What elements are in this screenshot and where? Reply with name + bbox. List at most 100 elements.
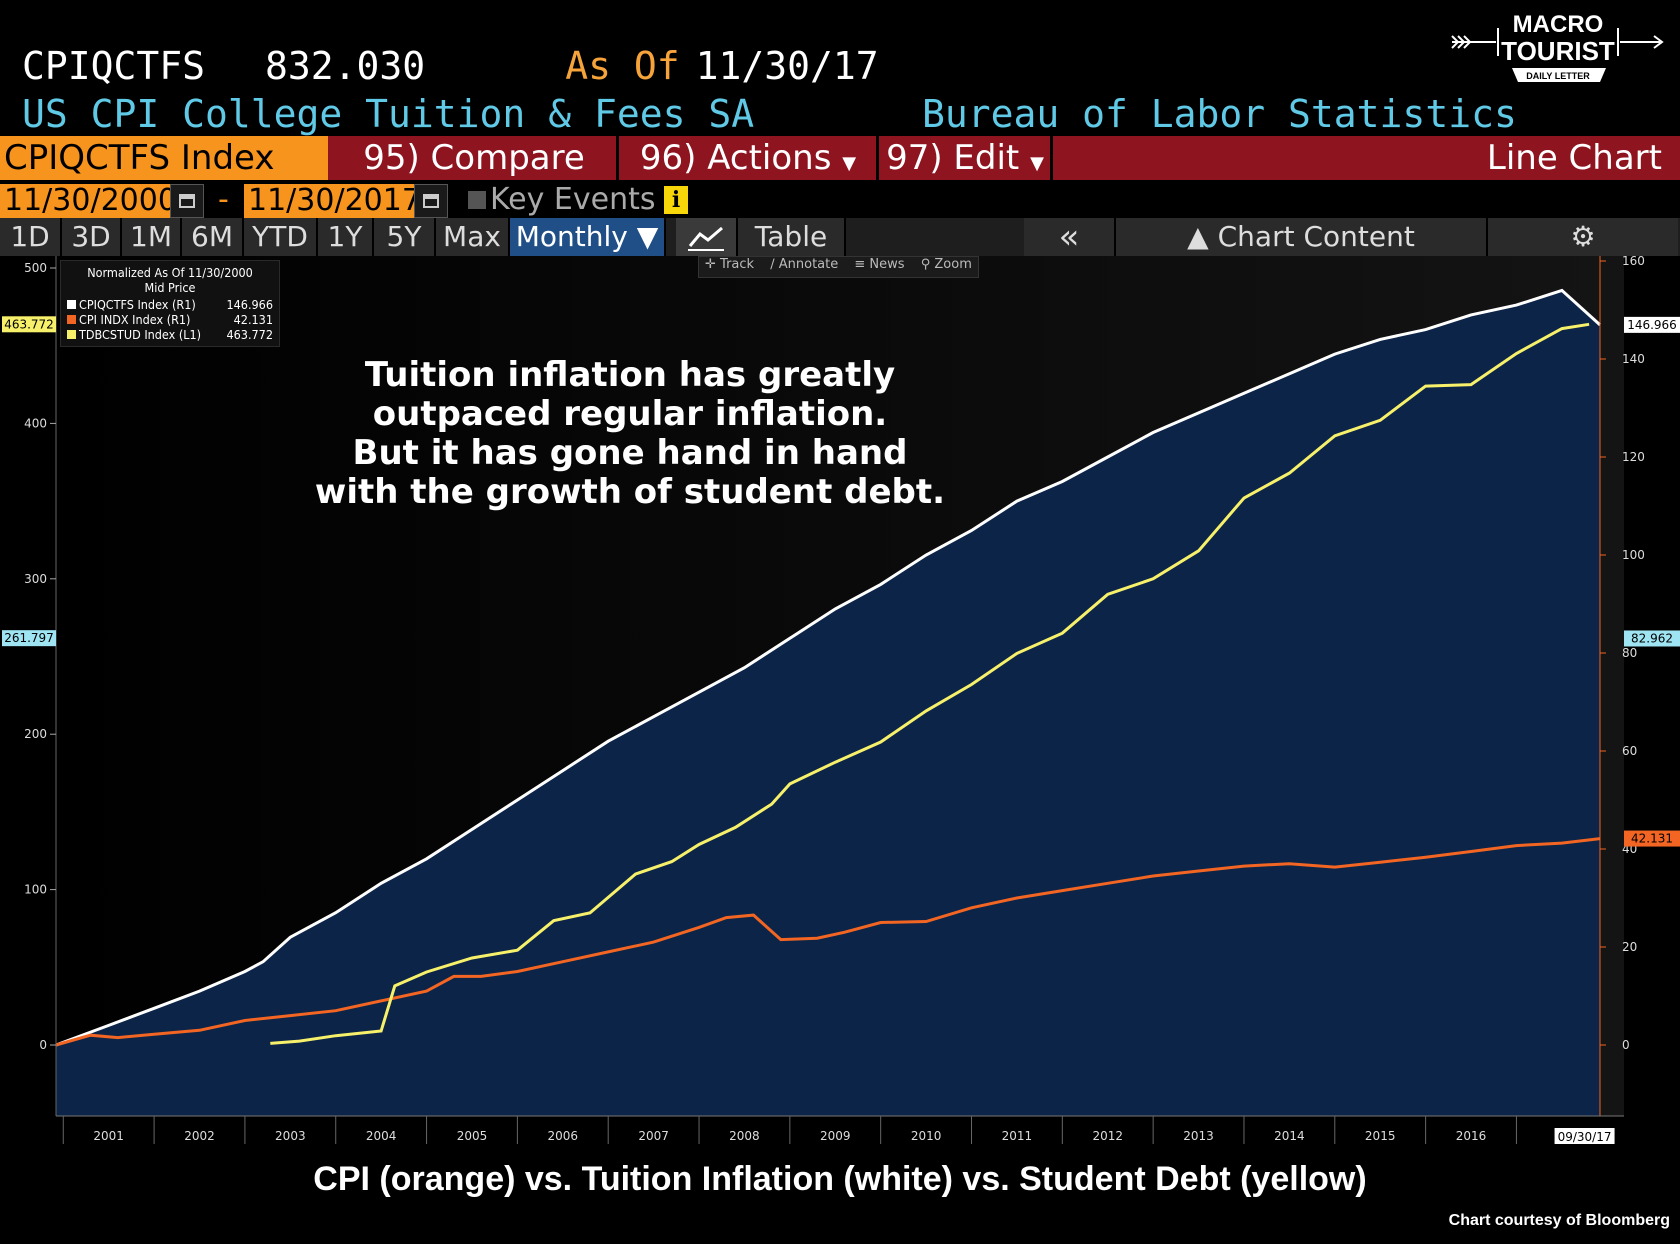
- date-separator: -: [218, 182, 229, 217]
- annotation-line: outpaced regular inflation.: [372, 394, 888, 434]
- right-value-tag: 42.131: [1631, 832, 1673, 846]
- annotation-line: with the growth of student debt.: [314, 472, 946, 512]
- legend-name: CPIQCTFS Index: [79, 297, 169, 312]
- tool-zoom-label: Zoom: [934, 257, 972, 272]
- x-tick-label: 2010: [911, 1129, 942, 1143]
- magnifier-icon: ⚲: [920, 257, 931, 272]
- right-value-tag: 82.962: [1631, 631, 1673, 645]
- right-tick-label: 60: [1622, 744, 1637, 758]
- edit-menu[interactable]: 97) Edit ▼: [880, 136, 1053, 180]
- key-events-checkbox[interactable]: [468, 191, 486, 209]
- x-tick-label: 2008: [729, 1129, 760, 1143]
- chart-legend: Normalized As Of 11/30/2000 Mid Price CP…: [60, 260, 280, 347]
- x-tick-label: 2013: [1183, 1129, 1214, 1143]
- macro-tourist-logo: MACRO TOURIST DAILY LETTER: [1451, 11, 1664, 82]
- period-max[interactable]: Max: [436, 218, 510, 256]
- frequency-select[interactable]: Monthly ▼: [510, 218, 666, 256]
- logo-line1: MACRO: [1513, 11, 1604, 38]
- x-tick-label: 2007: [638, 1129, 669, 1143]
- chart-content-icon: ▲: [1187, 220, 1209, 253]
- tool-annotate-label: Annotate: [778, 257, 839, 272]
- chart-content-button[interactable]: ▲ Chart Content: [1116, 218, 1488, 256]
- table-button[interactable]: Table: [738, 218, 846, 256]
- legend-name: CPI INDX Index: [79, 312, 164, 327]
- last-date-tag-bg: [1554, 1128, 1615, 1144]
- left-tick-label: 400: [24, 416, 47, 430]
- tool-zoom[interactable]: ⚲ Zoom: [915, 257, 978, 272]
- left-tick-label: 100: [24, 883, 47, 897]
- period-ytd[interactable]: YTD: [244, 218, 318, 256]
- left-tick-label: 500: [24, 261, 47, 275]
- edit-label: 97) Edit: [886, 138, 1020, 178]
- period-1d[interactable]: 1D: [0, 218, 62, 256]
- chart-annotation: Tuition inflation has greatly outpaced r…: [300, 356, 960, 512]
- right-tick-label: 0: [1622, 1038, 1630, 1052]
- legend-axis: (R1): [172, 297, 196, 312]
- logo-line2: TOURIST: [1501, 36, 1615, 66]
- legend-axis: (L1): [178, 327, 202, 342]
- period-1m[interactable]: 1M: [122, 218, 182, 256]
- period-1y[interactable]: 1Y: [318, 218, 374, 256]
- chart-content-label: Chart Content: [1217, 220, 1415, 253]
- settings-gear-icon[interactable]: ⚙: [1488, 218, 1678, 256]
- left-value-tag: 463.772: [4, 317, 54, 331]
- chevron-down-icon: ▼: [842, 153, 857, 174]
- line-chart[interactable]: 0100200300400500020406080100120140160200…: [0, 256, 1680, 1156]
- tool-track[interactable]: ✛ Track: [699, 257, 760, 272]
- legend-swatch: [67, 315, 76, 324]
- period-3d[interactable]: 3D: [62, 218, 122, 256]
- chart-credit: Chart courtesy of Bloomberg: [1448, 1212, 1670, 1229]
- x-tick-label: 2014: [1274, 1129, 1305, 1143]
- x-tick-label: 2002: [184, 1129, 215, 1143]
- chart-type-label: Line Chart: [1486, 138, 1662, 178]
- left-value-tag-bg: [2, 630, 56, 647]
- security-title: US CPI College Tuition & Fees SA: [22, 92, 755, 136]
- series-line: [55, 837, 1601, 1047]
- legend-swatch: [67, 330, 76, 339]
- period-6m[interactable]: 6M: [182, 218, 244, 256]
- legend-row[interactable]: TDBCSTUD Index (L1) 463.772: [67, 327, 273, 342]
- right-value-tag-bg: [1624, 316, 1680, 333]
- period-5y[interactable]: 5Y: [374, 218, 436, 256]
- start-date-input[interactable]: 11/30/2000: [0, 184, 181, 218]
- legend-value: 42.131: [233, 312, 273, 327]
- calendar-icon[interactable]: [414, 184, 448, 218]
- end-date-input[interactable]: 11/30/2017: [244, 184, 425, 218]
- as-of-date: 11/30/17: [695, 44, 879, 88]
- right-value-tag-bg: [1624, 830, 1680, 847]
- x-tick-label: 2015: [1365, 1129, 1396, 1143]
- logo-line3: DAILY LETTER: [1526, 71, 1590, 81]
- collapse-button[interactable]: «: [1024, 218, 1116, 256]
- legend-row[interactable]: CPIQCTFS Index (R1) 146.966: [67, 297, 273, 312]
- right-value-tag-bg: [1624, 630, 1680, 647]
- legend-axis: (R1): [166, 312, 191, 327]
- x-tick-label: 2006: [548, 1129, 579, 1143]
- right-tick-label: 160: [1622, 256, 1645, 268]
- tool-track-label: Track: [720, 257, 755, 272]
- tool-news-label: News: [869, 257, 905, 272]
- series-line: [270, 322, 1590, 1045]
- x-tick-label: 2005: [457, 1129, 488, 1143]
- x-tick-label: 2001: [93, 1129, 124, 1143]
- tool-news[interactable]: ≡ News: [848, 257, 910, 272]
- right-tick-label: 100: [1622, 548, 1645, 562]
- x-tick-label: 2016: [1456, 1129, 1487, 1143]
- actions-label: 96) Actions: [639, 138, 832, 178]
- legend-row[interactable]: CPI INDX Index (R1) 42.131: [67, 312, 273, 327]
- legend-swatch: [67, 300, 76, 309]
- x-tick-label: 2012: [1092, 1129, 1123, 1143]
- tool-annotate[interactable]: ∕ Annotate: [764, 257, 844, 272]
- legend-value: 146.966: [226, 297, 274, 312]
- compare-button[interactable]: 95) Compare: [332, 136, 619, 180]
- actions-menu[interactable]: 96) Actions ▼: [620, 136, 879, 180]
- chart-tools: ✛ Track ∕ Annotate ≡ News ⚲ Zoom: [698, 256, 979, 278]
- annotation-line: Tuition inflation has greatly: [364, 355, 896, 395]
- last-date-tag: 09/30/17: [1558, 1130, 1612, 1144]
- left-value-tag-bg: [2, 316, 56, 333]
- calendar-icon[interactable]: [170, 184, 204, 218]
- line-chart-icon[interactable]: [676, 218, 738, 256]
- ticker: CPIQCTFS: [22, 44, 206, 88]
- x-tick-label: 2004: [366, 1129, 397, 1143]
- info-icon[interactable]: i: [664, 186, 688, 214]
- index-field[interactable]: CPIQCTFS Index: [0, 136, 328, 180]
